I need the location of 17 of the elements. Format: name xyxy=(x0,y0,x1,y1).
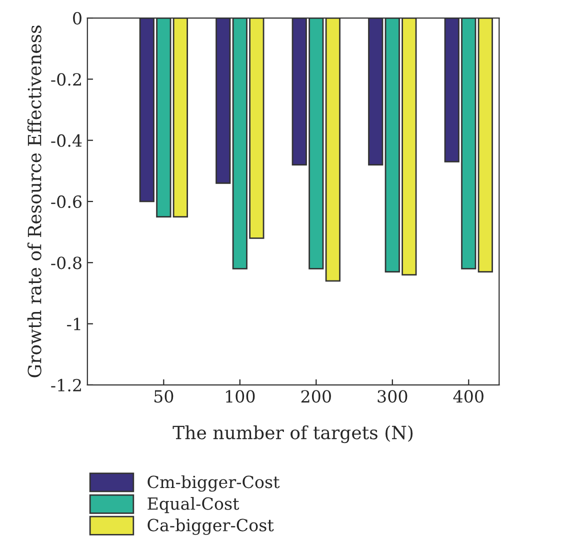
y-axis-title: Growth rate of Resource Effectiveness xyxy=(27,26,42,378)
y-tick-label: -0.4 xyxy=(51,134,82,147)
x-tick-label: 400 xyxy=(453,390,484,403)
y-tick-label: -0.8 xyxy=(51,256,82,270)
x-tick-label: 300 xyxy=(378,390,408,403)
y-tick-label: -1 xyxy=(67,318,80,330)
x-tick-label: 50 xyxy=(154,390,174,403)
y-tick-label: -0.6 xyxy=(51,195,82,208)
x-tick-label: 100 xyxy=(226,390,255,403)
y-tick-label: -1.2 xyxy=(51,378,81,392)
x-axis-title: The number of targets (N) xyxy=(172,425,413,444)
legend-label: Equal-Cost xyxy=(148,497,240,514)
legend-label: Ca-bigger-Cost xyxy=(148,518,274,535)
x-tick-label: 200 xyxy=(301,390,331,403)
legend-label: Cm-bigger-Cost xyxy=(148,475,280,492)
y-tick-label: -0.2 xyxy=(51,73,81,86)
y-tick-label: 0 xyxy=(73,12,82,25)
